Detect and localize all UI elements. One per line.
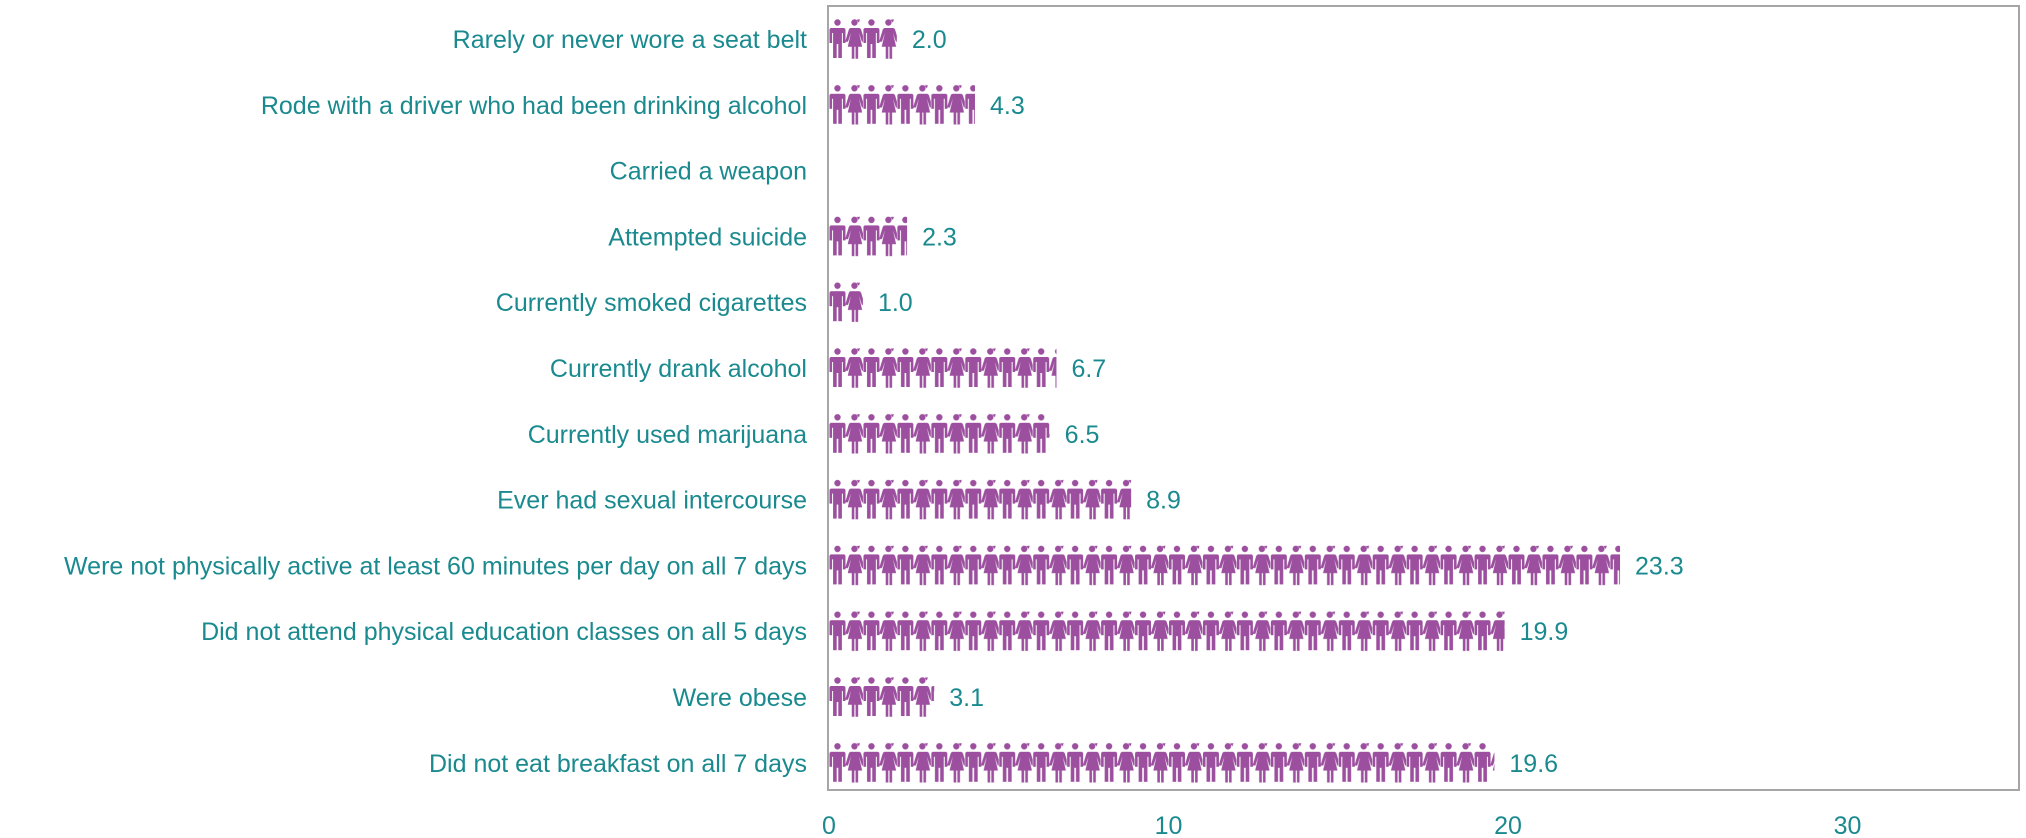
value-label: 4.3	[990, 92, 1025, 120]
value-label: 2.0	[912, 26, 947, 54]
value-label: 19.6	[1509, 750, 1558, 778]
value-label: 19.9	[1520, 618, 1569, 646]
pictograph-bar	[829, 84, 975, 125]
category-label: Were obese	[673, 684, 807, 712]
category-label: Carried a weapon	[610, 158, 807, 186]
pictograph-bar	[829, 545, 1621, 586]
plot-frame	[827, 5, 2020, 791]
category-label: Did not attend physical education classe…	[201, 618, 807, 646]
category-label: Currently used marijuana	[528, 421, 807, 449]
value-label: 23.3	[1635, 552, 1684, 580]
category-label: Did not eat breakfast on all 7 days	[429, 750, 807, 778]
pictograph-bar	[829, 282, 863, 323]
x-tick-label: 0	[822, 812, 836, 838]
value-label: 8.9	[1146, 487, 1181, 515]
category-label: Currently drank alcohol	[550, 355, 807, 383]
category-label: Attempted suicide	[608, 223, 807, 251]
pictograph-bar	[829, 479, 1132, 520]
pictograph-bar	[829, 611, 1505, 652]
pictograph-bar	[829, 413, 1050, 454]
pictograph-bar	[829, 348, 1057, 388]
category-label: Rarely or never wore a seat belt	[453, 26, 807, 54]
pictograph-bar	[829, 677, 935, 717]
category-label: Ever had sexual intercourse	[497, 487, 807, 515]
pictograph-bar	[829, 19, 897, 59]
x-tick-label: 20	[1494, 812, 1522, 838]
x-tick-label: 10	[1155, 812, 1183, 838]
category-label: Rode with a driver who had been drinking…	[261, 92, 807, 120]
category-label: Currently smoked cigarettes	[496, 289, 807, 317]
value-label: 3.1	[949, 684, 984, 712]
category-label: Were not physically active at least 60 m…	[64, 552, 807, 580]
value-label: 2.3	[922, 223, 957, 251]
value-label: 1.0	[878, 289, 913, 317]
value-label: 6.5	[1065, 421, 1100, 449]
value-label: 6.7	[1071, 355, 1106, 383]
pictograph-bar	[829, 742, 1495, 783]
pictograph-bar	[829, 216, 908, 257]
x-tick-label: 30	[1834, 812, 1862, 838]
